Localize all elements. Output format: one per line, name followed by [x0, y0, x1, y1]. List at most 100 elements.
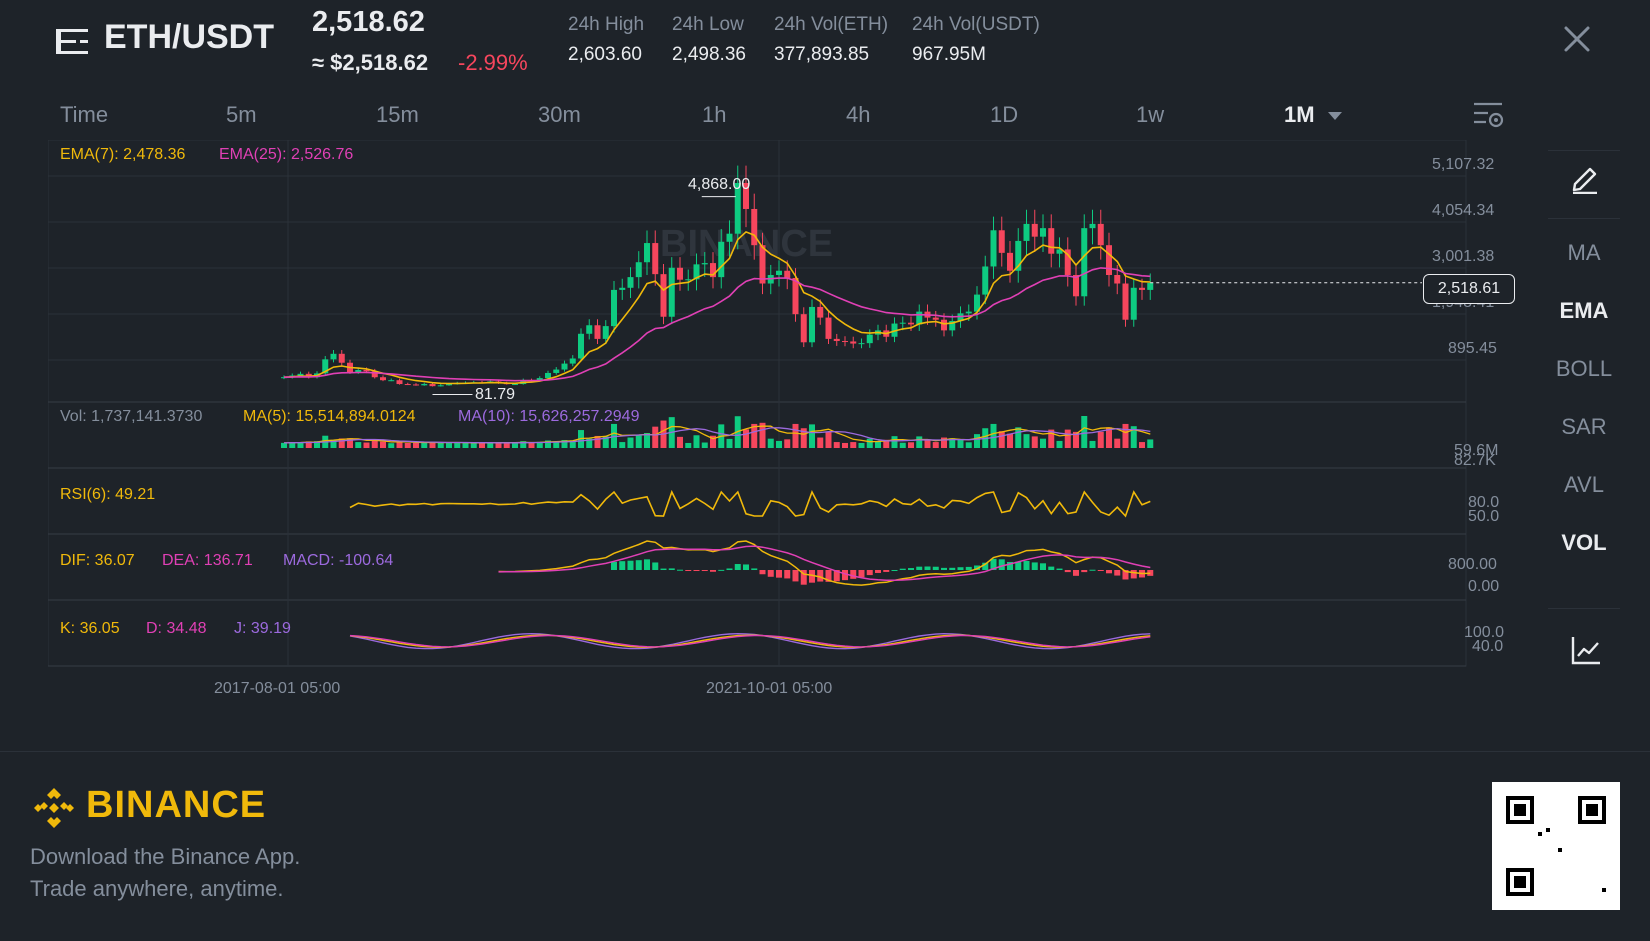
indicator-vol[interactable]: VOL [1561, 530, 1607, 555]
volume-bar [932, 442, 939, 448]
indicator-boll[interactable]: BOLL [1555, 356, 1613, 381]
macd-histogram-bar [998, 559, 1005, 570]
candle-body [1139, 287, 1145, 290]
volume-bar [1122, 423, 1129, 448]
tab-4h[interactable]: 4h [846, 102, 871, 127]
binance-logo-icon [34, 788, 74, 828]
dea-label: DEA: 136.71 [162, 552, 253, 569]
chart-settings-icon[interactable] [1472, 100, 1504, 130]
macd-histogram-bar [1114, 570, 1121, 576]
macd-histogram-bar [924, 566, 931, 570]
candle-body [941, 319, 947, 331]
candle-body [1048, 228, 1055, 254]
volume-bar [421, 442, 428, 448]
candle-body [982, 266, 989, 295]
footer [0, 751, 1650, 941]
volume-bar [495, 442, 502, 448]
tab-30m[interactable]: 30m [538, 102, 581, 127]
indicator-ma[interactable]: MA [1567, 240, 1601, 265]
macd-histogram-bar [908, 568, 914, 570]
indicator-avl[interactable]: AVL [1564, 472, 1604, 497]
tab-15m[interactable]: 15m [376, 102, 419, 127]
candle-body [1147, 282, 1154, 290]
volume-bar [693, 435, 700, 448]
candle-body [1106, 245, 1112, 275]
macd-histogram-bar [825, 570, 832, 582]
macd-histogram-bar [1056, 568, 1063, 570]
volume-bar [743, 429, 749, 448]
volume-bar [751, 423, 758, 448]
tab-1h[interactable]: 1h [702, 102, 727, 127]
macd-histogram-bar [759, 570, 766, 575]
volume-bar [404, 442, 411, 448]
macd-histogram-bar [1106, 570, 1112, 574]
stat-24h-low-value: 2,498.36 [672, 44, 746, 65]
qr-code[interactable] [1492, 782, 1620, 910]
volume-bar [536, 441, 543, 448]
tab-1w[interactable]: 1w [1136, 102, 1165, 127]
macd-histogram-bar [932, 566, 939, 570]
kline-chart[interactable]: BINANCE [48, 140, 1516, 700]
menu-icon[interactable] [56, 26, 88, 58]
low-price-marker: 81.79 [475, 386, 516, 403]
volume-bar [396, 441, 403, 448]
candle-body [1007, 252, 1013, 271]
volume-bar [569, 440, 576, 448]
volume-bar [528, 442, 535, 448]
tab-1m[interactable]: 1M [1284, 102, 1315, 127]
candle-body [660, 274, 667, 317]
chart-indicator-icon[interactable] [1570, 634, 1602, 666]
volume-bar [710, 435, 716, 448]
macd-histogram-bar [941, 567, 947, 570]
volume-bar [446, 442, 452, 448]
macd-histogram-bar [1081, 570, 1088, 573]
volume-bar [1147, 439, 1154, 448]
volume-bar [817, 437, 824, 448]
candle-body [800, 314, 807, 343]
macd-histogram-bar [710, 570, 716, 572]
macd-histogram-bar [635, 560, 642, 570]
trading-pair[interactable]: ETH/USDT [104, 18, 274, 56]
macd-histogram-bar [965, 566, 972, 570]
candle-body [396, 380, 403, 385]
candle-body [635, 262, 642, 278]
macd-label: MACD: -100.64 [283, 552, 394, 569]
price-change: -2.99% [458, 50, 528, 75]
vol-axis-label: 82.7K [1454, 452, 1496, 469]
qr-finder-core [1586, 804, 1598, 816]
candle-body [842, 341, 848, 343]
volume-bar [1023, 434, 1030, 448]
macd-histogram-bar [916, 566, 923, 570]
macd-histogram-bar [957, 567, 964, 570]
promo-line-1: Download the Binance App. [30, 844, 301, 869]
tab-1d[interactable]: 1D [990, 102, 1019, 127]
tab-time[interactable]: Time [60, 102, 109, 127]
macd-histogram-bar [644, 559, 650, 570]
tab-5m[interactable]: 5m [226, 102, 257, 127]
macd-histogram-bar [1122, 570, 1129, 580]
close-icon[interactable] [1560, 22, 1594, 56]
candle-body [1031, 223, 1038, 237]
chevron-down-icon[interactable] [1328, 112, 1342, 120]
volume-bar [635, 435, 642, 448]
candle-body [446, 384, 452, 386]
candle-body [437, 385, 444, 387]
volume-bar [809, 424, 815, 448]
high-price-marker: 4,868.00 [688, 176, 751, 193]
candle-body [825, 317, 832, 339]
indicator-sar[interactable]: SAR [1561, 414, 1607, 439]
indicator-ema[interactable]: EMA [1559, 298, 1609, 323]
macd-histogram-bar [974, 565, 980, 570]
volume-bar [875, 440, 881, 448]
kdj-axis-label: 100.0 [1464, 624, 1505, 641]
volume-bar [437, 442, 444, 448]
volume-bar [371, 440, 378, 448]
macd-histogram-bar [693, 570, 700, 571]
candle-body [388, 380, 395, 382]
stat-24h-high-value: 2,603.60 [568, 44, 642, 65]
macd-histogram-bar [734, 564, 741, 570]
ema25-label: EMA(25): 2,526.76 [219, 146, 354, 163]
draw-pencil-icon[interactable] [1570, 162, 1600, 194]
volume-bar [776, 440, 782, 448]
candle-body [594, 325, 601, 339]
